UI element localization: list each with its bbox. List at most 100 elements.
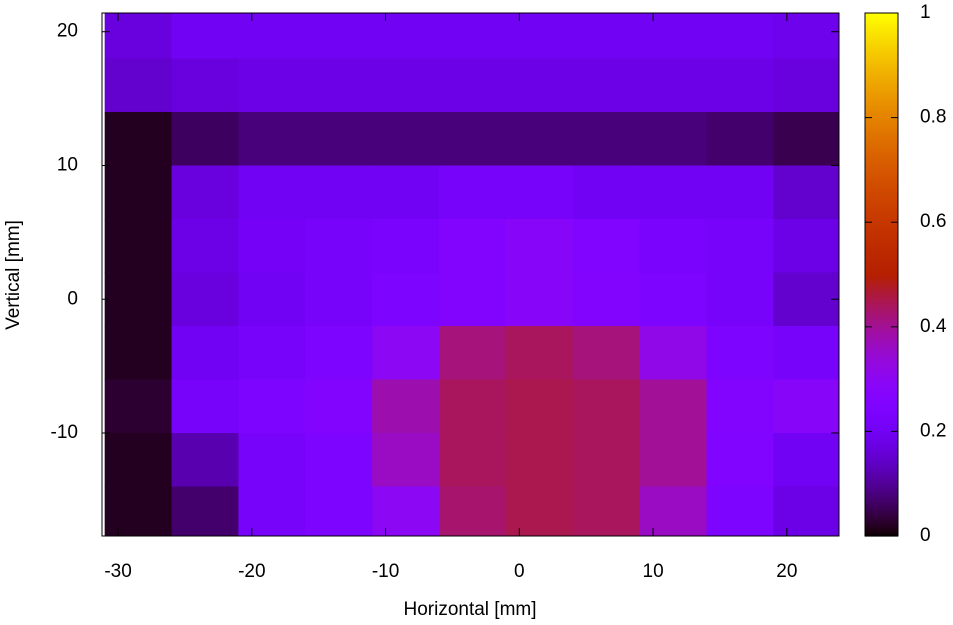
colorbar-step (865, 159, 898, 163)
colorbar-step (865, 468, 898, 472)
colorbar-step (865, 172, 898, 176)
colorbar-step (865, 311, 898, 315)
heat-cell (372, 272, 440, 327)
colorbar-step (865, 533, 898, 537)
colorbar-step (865, 138, 898, 142)
heat-cell (639, 13, 708, 59)
colorbar-step (865, 15, 898, 19)
colorbar-step (865, 141, 898, 145)
heat-cell (572, 272, 641, 327)
heat-cell (439, 486, 507, 536)
heat-cell (305, 13, 373, 59)
colorbar-step (865, 83, 898, 87)
colorbar-step (865, 415, 898, 419)
y-tick-label: 10 (57, 155, 78, 176)
heat-cell (372, 486, 440, 536)
heat-cell (505, 433, 574, 488)
colorbar-tick-label: 1 (920, 2, 931, 23)
colorbar-step (865, 436, 898, 440)
colorbar-step (865, 418, 898, 422)
heat-cell (439, 165, 507, 220)
colorbar-step (865, 324, 898, 328)
colorbar-step (865, 457, 898, 461)
colorbar-step (865, 235, 898, 239)
colorbar-step (865, 496, 898, 500)
heat-cell (572, 13, 641, 59)
heat-cell (104, 486, 173, 536)
colorbar-step (865, 230, 898, 234)
colorbar-step (865, 494, 898, 498)
colorbar-step (865, 99, 898, 103)
colorbar-step (865, 196, 898, 200)
heat-cell (639, 272, 708, 327)
heat-cell (171, 13, 239, 59)
colorbar-frame (864, 12, 899, 537)
heat-cell (706, 379, 774, 434)
colorbar-step (865, 248, 898, 252)
colorbar-step (865, 182, 898, 187)
colorbar-step (865, 413, 898, 417)
heat-cell (639, 218, 708, 273)
heatmap (104, 13, 839, 536)
colorbar-step (865, 122, 898, 127)
colorbar-step (865, 180, 898, 184)
x-tick-label: -20 (238, 561, 265, 582)
colorbar-step (865, 75, 898, 79)
colorbar-step (865, 151, 898, 155)
colorbar-step (865, 169, 898, 174)
heat-cell (372, 13, 440, 59)
heat-cell (572, 433, 641, 488)
colorbar-step (865, 420, 898, 425)
colorbar-step (865, 96, 898, 100)
colorbar-step (865, 70, 898, 74)
heat-cell (305, 165, 373, 220)
colorbar-step (865, 355, 898, 359)
heat-cell (439, 433, 507, 488)
colorbar-step (865, 483, 898, 487)
colorbar-step (865, 54, 898, 59)
colorbar-step (865, 522, 898, 527)
colorbar-step (865, 520, 898, 524)
heat-cell (238, 13, 306, 59)
colorbar-step (865, 449, 898, 453)
x-tick-label: -30 (104, 561, 131, 582)
colorbar-step (865, 26, 898, 30)
heat-cell (171, 272, 239, 327)
colorbar-step (865, 107, 898, 111)
colorbar-step (865, 491, 898, 495)
colorbar-step (865, 379, 898, 383)
heat-cell (171, 379, 239, 434)
colorbar-step (865, 525, 898, 529)
colorbar-step (865, 80, 898, 85)
colorbar-step (865, 423, 898, 427)
heat-cell (305, 486, 373, 536)
colorbar-step (865, 376, 898, 380)
heat-cell (505, 379, 574, 434)
colorbar-step (865, 389, 898, 393)
heat-cell (572, 379, 641, 434)
colorbar-step (865, 339, 898, 344)
colorbar-step (865, 517, 898, 521)
heat-cell (305, 218, 373, 273)
colorbar-step (865, 185, 898, 189)
colorbar-step (865, 227, 898, 231)
colorbar-step (865, 245, 898, 249)
colorbar-step (865, 269, 898, 273)
colorbar-step (865, 502, 898, 506)
colorbar-step (865, 135, 898, 140)
colorbar-step (865, 36, 898, 40)
heat-cell (104, 325, 173, 381)
colorbar-step (865, 332, 898, 336)
heat-cell (773, 486, 839, 536)
colorbar-step (865, 431, 898, 435)
colorbar-step (865, 78, 898, 82)
colorbar-step (865, 512, 898, 516)
colorbar-step (865, 177, 898, 181)
heat-cell (505, 486, 574, 536)
colorbar-step (865, 130, 898, 134)
colorbar-step (865, 397, 898, 401)
heat-cell (305, 379, 373, 434)
heat-cell (439, 13, 507, 59)
colorbar-step (865, 73, 898, 77)
colorbar-step (865, 345, 898, 349)
